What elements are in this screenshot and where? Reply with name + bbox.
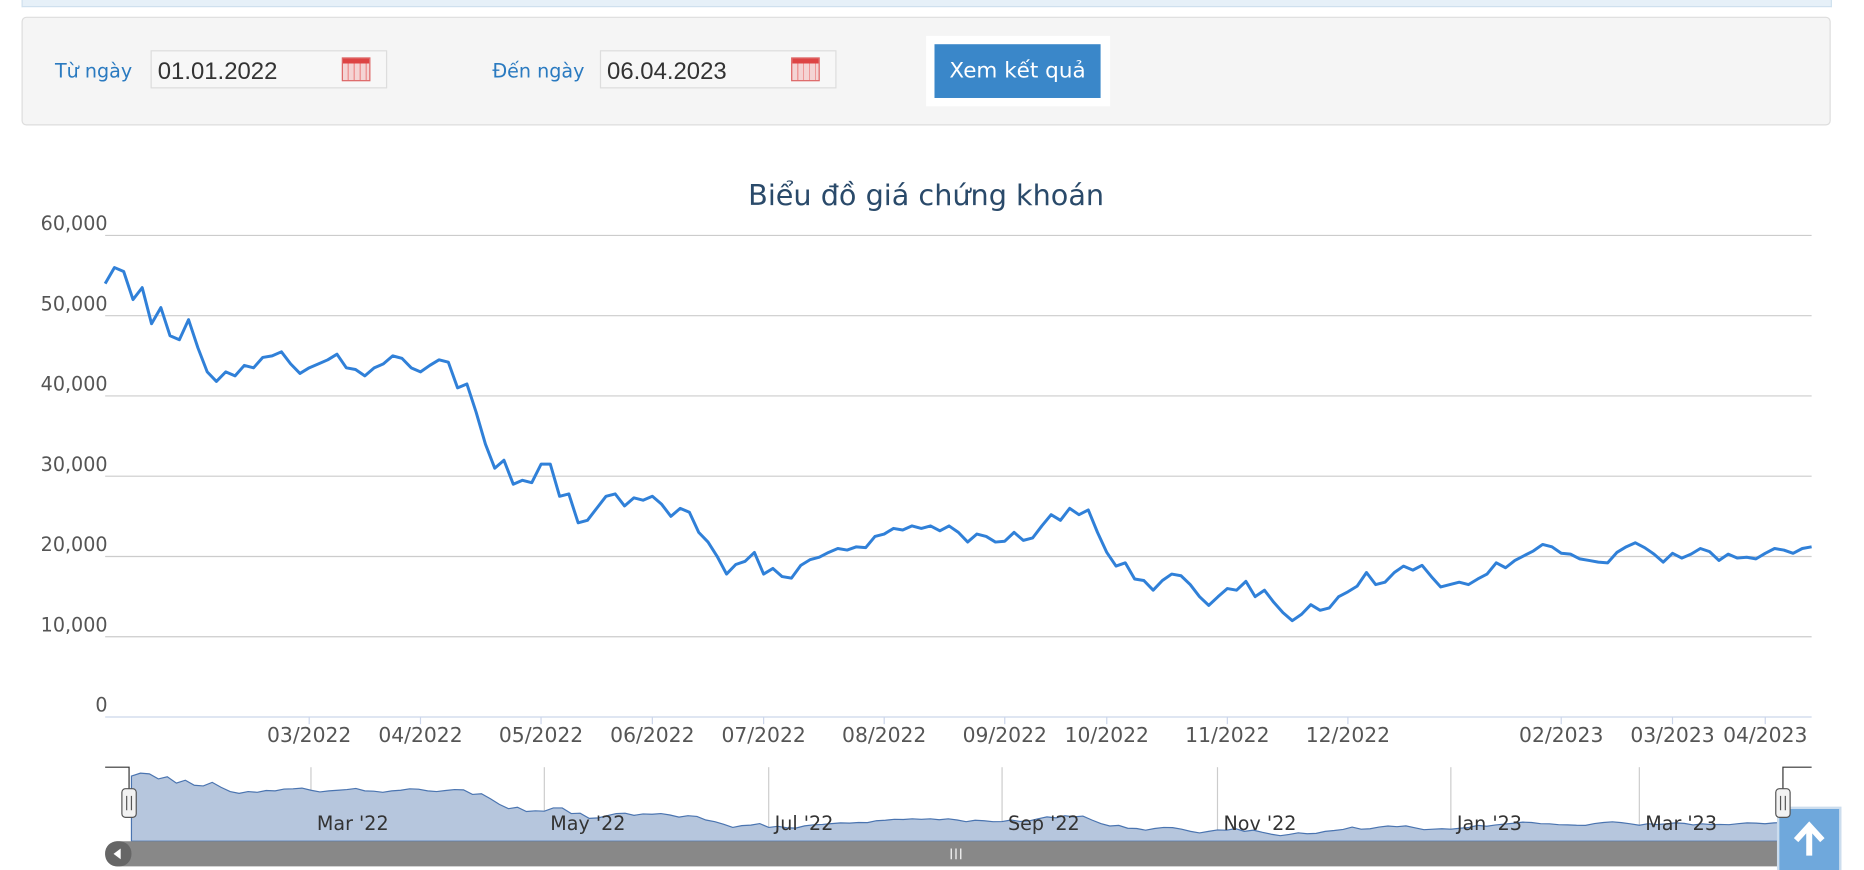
x-tick-label: 04/2022 [378, 723, 462, 747]
x-tick-label: 04/2023 [1723, 723, 1807, 747]
navigator-label: Mar '22 [317, 812, 389, 835]
x-tick-label: 10/2022 [1065, 723, 1149, 747]
from-value: 01.01.2022 [157, 58, 278, 85]
calendar-icon[interactable] [791, 57, 820, 82]
from-input[interactable]: 01.01.2022 [150, 50, 388, 89]
grip-icon [126, 795, 133, 811]
to-input[interactable]: 06.04.2023 [599, 50, 837, 89]
y-tick-label: 60,000 [41, 212, 108, 235]
y-tick-label: 10,000 [41, 613, 108, 636]
price-line [103, 266, 1812, 623]
right-handle[interactable] [1775, 788, 1791, 818]
scrollbar[interactable] [105, 841, 1812, 867]
calendar-icon[interactable] [341, 57, 371, 82]
navigator-label: May '22 [550, 812, 625, 835]
x-tick-label: 06/2022 [610, 723, 694, 747]
navigator-label: Mar '23 [1645, 812, 1717, 835]
x-tick-label: 07/2022 [721, 723, 805, 747]
navigator-outline [105, 766, 1812, 789]
to-label: Đến ngày [492, 59, 585, 83]
from-label: Từ ngày [54, 59, 133, 83]
y-tick-label: 40,000 [41, 373, 108, 396]
navigator-label: Nov '22 [1223, 812, 1296, 835]
y-tick-label: 50,000 [41, 292, 108, 315]
x-tick-label: 11/2022 [1185, 723, 1269, 747]
back-to-top[interactable] [1776, 806, 1842, 870]
left-handle[interactable] [121, 788, 137, 818]
x-tick-label: 08/2022 [842, 723, 926, 747]
arrow-icon [113, 848, 121, 860]
top-strip [21, 0, 1832, 8]
y-tick-label: 0 [95, 694, 107, 717]
navigator-area [130, 772, 1784, 842]
y-tick-label: 30,000 [41, 453, 108, 476]
navigator-label: Jul '22 [774, 812, 834, 835]
to-value: 06.04.2023 [607, 58, 727, 85]
submit-button[interactable]: Xem kết quả [934, 44, 1101, 98]
x-tick-label: 09/2022 [963, 723, 1047, 747]
navigator-label: Sep '22 [1008, 812, 1080, 835]
grip-icon [950, 848, 962, 860]
y-tick-label: 20,000 [41, 533, 108, 556]
navigator-label: Jan '23 [1456, 812, 1522, 835]
x-tick-label: 03/2023 [1630, 723, 1714, 747]
up-arrow [1793, 821, 1825, 856]
chart-title: Biểu đồ giá chứng khoán [748, 178, 1104, 212]
x-tick-label: 12/2022 [1306, 723, 1390, 747]
x-tick-label: 03/2022 [267, 723, 351, 747]
x-tick-label: 02/2023 [1519, 723, 1603, 747]
x-tick-label: 05/2022 [499, 723, 583, 747]
grip-icon [1779, 795, 1786, 811]
